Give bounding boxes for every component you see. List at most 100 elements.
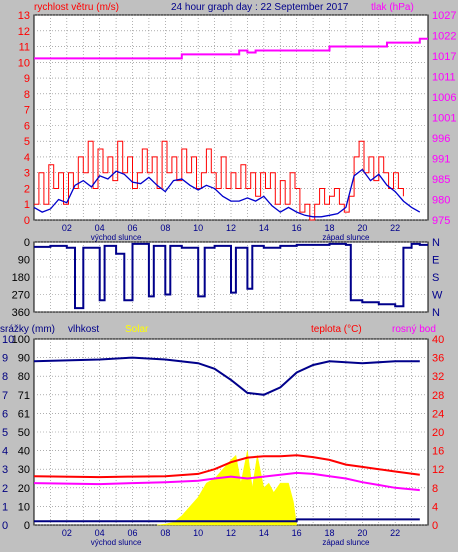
- tick-label-left: 0: [24, 237, 30, 249]
- x-tick-label: 02: [62, 223, 72, 233]
- x-tick-label: 02: [62, 528, 72, 538]
- tick-label-right: 985: [432, 174, 450, 186]
- tick-label-left: 7: [24, 105, 30, 117]
- rain-tick-label: 3: [2, 464, 8, 476]
- rain-tick-label: 7: [2, 390, 8, 402]
- tick-label-right: 1027: [432, 10, 456, 22]
- sunset-label: západ slunce: [322, 538, 370, 547]
- tick-label-left: 8: [24, 89, 30, 101]
- tick-label-left: 30: [18, 464, 30, 476]
- tick-label-right: 8: [432, 483, 438, 495]
- gust-series: [34, 140, 404, 221]
- x-tick-label: 16: [292, 223, 302, 233]
- rain-tick-label: 6: [2, 408, 8, 420]
- rain-tick-label: 9: [2, 353, 8, 365]
- temperature-legend: teplota (°C): [311, 324, 362, 335]
- tick-label-left: 80: [18, 371, 30, 383]
- tick-label-right: 36: [432, 353, 444, 365]
- rain-axis-label: srážky (mm): [0, 324, 55, 335]
- tick-label-left: 13: [18, 10, 30, 22]
- x-tick-label: 14: [259, 223, 269, 233]
- x-tick-label: 20: [357, 223, 367, 233]
- rain-tick-label: 10: [2, 334, 14, 346]
- average-wind-series: [33, 168, 421, 218]
- temperature-series: [33, 454, 420, 479]
- tick-label-left: 100: [12, 334, 30, 346]
- rain-tick-label: 2: [2, 483, 8, 495]
- x-tick-label: 04: [95, 223, 105, 233]
- x-tick-label: 06: [127, 528, 137, 538]
- dew-point-legend: rosný bod: [392, 324, 436, 335]
- pressure-axis-label: tlak (hPa): [371, 2, 414, 13]
- tick-label-left: 50: [18, 427, 30, 439]
- rain-tick-label: 5: [2, 427, 8, 439]
- x-tick-label: 12: [226, 528, 236, 538]
- rain-tick-label: 1: [2, 501, 8, 513]
- tick-label-right: E: [432, 255, 439, 267]
- rain-tick-label: 8: [2, 371, 8, 383]
- tick-label-right: 996: [432, 133, 450, 145]
- direction-series: [34, 242, 428, 310]
- dew-point-series: [33, 471, 420, 492]
- tick-label-left: 12: [18, 26, 30, 38]
- x-tick-label: 12: [226, 223, 236, 233]
- tick-label-left: 11: [19, 42, 30, 54]
- tick-label-right: 4: [432, 501, 438, 513]
- tick-label-left: 0: [24, 215, 30, 227]
- tick-label-right: 1006: [432, 92, 456, 104]
- tick-label-left: 3: [24, 168, 30, 180]
- tick-label-left: 180: [12, 272, 30, 284]
- tick-label-left: 20: [18, 483, 30, 495]
- tick-label-left: 90: [18, 255, 30, 267]
- rain-tick-label: 0: [2, 520, 8, 532]
- sunrise-label: východ slunce: [91, 233, 142, 242]
- rain-tick-label: 4: [2, 446, 8, 458]
- graph-title: 24 hour graph day : 22 September 2017: [171, 2, 349, 13]
- tick-label-right: 980: [432, 195, 450, 207]
- x-tick-label: 18: [324, 528, 334, 538]
- wind-axis-label: rychlost větru (m/s): [34, 2, 119, 13]
- x-tick-label: 08: [160, 528, 170, 538]
- x-tick-label: 20: [357, 528, 367, 538]
- tick-label-right: 24: [432, 408, 444, 420]
- tick-label-right: N: [432, 307, 440, 319]
- tick-label-left: 360: [12, 307, 30, 319]
- tick-label-right: 40: [432, 334, 444, 346]
- x-tick-label: 16: [292, 528, 302, 538]
- pressure-series: [34, 37, 428, 60]
- tick-label-left: 71: [18, 390, 30, 402]
- tick-label-left: 5: [24, 136, 30, 148]
- tick-label-right: 28: [432, 390, 444, 402]
- tick-label-right: 1001: [432, 113, 456, 125]
- x-tick-label: 08: [160, 223, 170, 233]
- tick-label-left: 10: [18, 57, 30, 69]
- sunset-label: západ slunce: [322, 233, 370, 242]
- tick-label-right: 32: [432, 371, 444, 383]
- tick-label-left: 1: [24, 199, 30, 211]
- x-tick-label: 06: [127, 223, 137, 233]
- x-tick-label: 18: [324, 223, 334, 233]
- humidity-axis-label: vlhkost: [68, 324, 99, 335]
- x-tick-label: 22: [390, 528, 400, 538]
- tick-label-left: 90: [18, 353, 30, 365]
- tick-label-right: 20: [432, 427, 444, 439]
- tick-label-left: 6: [24, 120, 30, 132]
- tick-label-right: S: [432, 272, 439, 284]
- tick-label-right: W: [432, 290, 443, 302]
- x-tick-label: 22: [390, 223, 400, 233]
- tick-label-right: 0: [432, 520, 438, 532]
- x-tick-label: 04: [95, 528, 105, 538]
- humidity-series: [33, 356, 420, 396]
- x-tick-label: 10: [193, 223, 203, 233]
- tick-label-left: 9: [24, 73, 30, 85]
- tick-label-right: 16: [432, 446, 444, 458]
- solar-area: [157, 450, 297, 526]
- tick-label-right: 1011: [432, 72, 456, 84]
- sunrise-label: východ slunce: [91, 538, 142, 547]
- rain-series: [34, 518, 420, 523]
- tick-label-left: 10: [18, 501, 30, 513]
- tick-label-right: 975: [432, 215, 450, 227]
- x-tick-label: 14: [259, 528, 269, 538]
